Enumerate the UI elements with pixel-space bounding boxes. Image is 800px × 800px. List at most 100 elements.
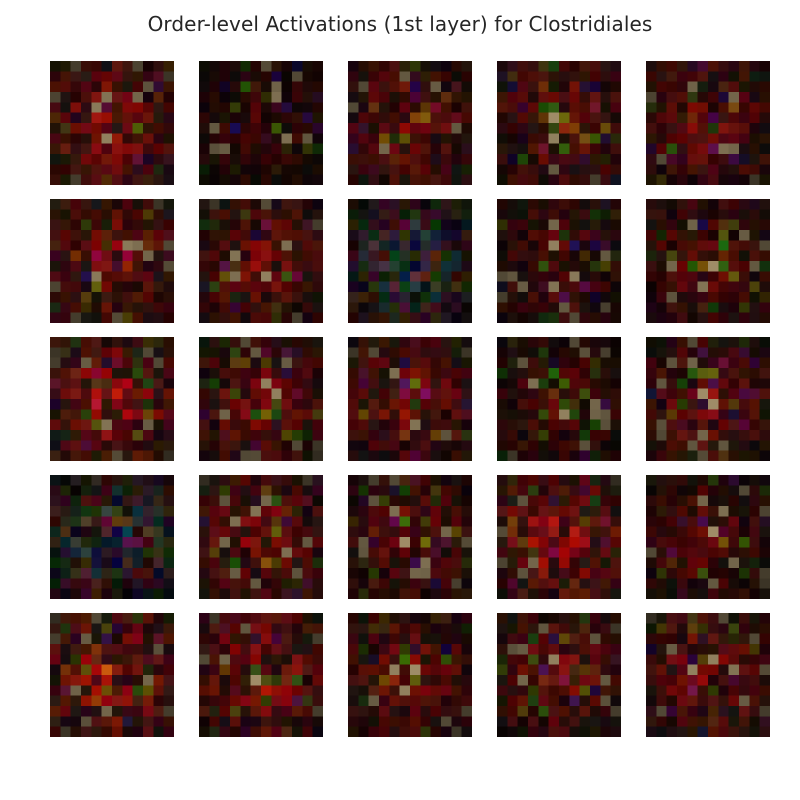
activation-cell [389, 726, 400, 737]
activation-cell [271, 209, 282, 220]
activation-cell [230, 357, 241, 369]
activation-cell [312, 685, 323, 696]
activation-cell [399, 133, 411, 144]
activation-cell [600, 409, 611, 420]
activation-cell [600, 61, 611, 72]
activation-cell [461, 281, 472, 293]
activation-cell [528, 271, 539, 282]
activation-cell [697, 716, 709, 727]
activation-cell [143, 250, 154, 262]
activation-cell [677, 430, 688, 441]
activation-cell [579, 644, 591, 655]
activation-cell [697, 143, 709, 155]
activation-cell [112, 271, 123, 282]
activation-cell [368, 485, 380, 496]
activation-cell [219, 644, 231, 655]
activation-cell [271, 568, 282, 579]
activation-cell [497, 644, 508, 655]
activation-cell [507, 419, 518, 431]
activation-cell [430, 516, 442, 527]
activation-cell [50, 154, 61, 165]
activation-cell [50, 613, 61, 624]
activation-cell [569, 516, 580, 527]
activation-cell [739, 164, 750, 175]
activation-cell [209, 537, 220, 548]
activation-cell [697, 588, 709, 599]
activation-cell [441, 568, 452, 579]
activation-cell [91, 357, 102, 369]
activation-cell [728, 92, 740, 103]
activation-cell [739, 357, 750, 369]
activation-cell [101, 557, 113, 569]
activation-cell [646, 664, 657, 676]
activation-cell [153, 613, 164, 624]
activation-cell [646, 337, 657, 348]
activation-cell [163, 71, 174, 82]
activation-cell [656, 102, 667, 113]
activation-cell [199, 347, 210, 358]
activation-cell [559, 388, 570, 400]
activation-cell [240, 302, 251, 313]
activation-cell [132, 250, 144, 262]
activation-cell [60, 209, 71, 220]
activation-cell [389, 706, 400, 717]
activation-cell [250, 133, 262, 144]
activation-cell [60, 644, 71, 655]
activation-cell [559, 261, 570, 272]
activation-cell [451, 526, 462, 538]
activation-cell [101, 357, 113, 369]
activation-cell [728, 644, 740, 655]
activation-cell [497, 623, 508, 634]
activation-cell [590, 368, 601, 379]
activation-cell [739, 199, 750, 210]
activation-cell [271, 174, 282, 185]
activation-cell [91, 81, 102, 93]
activation-cell [230, 475, 241, 486]
activation-cell [91, 337, 102, 348]
activation-cell [271, 664, 282, 676]
activation-cell [153, 250, 164, 262]
activation-cell [538, 557, 549, 569]
activation-cell [358, 81, 369, 93]
activation-cell [718, 174, 729, 185]
activation-cell [143, 675, 154, 686]
activation-cell [368, 430, 380, 441]
activation-cell [579, 675, 591, 686]
activation-heatmap [199, 475, 323, 599]
activation-cell [590, 623, 601, 634]
activation-cell [451, 706, 462, 717]
activation-cell [261, 409, 272, 420]
activation-cell [91, 388, 102, 400]
activation-cell [666, 102, 678, 113]
activation-cell [538, 337, 549, 348]
activation-cell [666, 419, 678, 431]
activation-cell [600, 292, 611, 303]
activation-cell [81, 526, 92, 538]
activation-cell [292, 547, 303, 558]
activation-cell [739, 450, 750, 461]
activation-cell [600, 664, 611, 676]
activation-cell [143, 506, 154, 517]
activation-cell [410, 347, 421, 358]
activation-cell [70, 506, 82, 517]
activation-cell [420, 516, 431, 527]
activation-cell [497, 199, 508, 210]
activation-cell [610, 357, 621, 369]
activation-cell [590, 685, 601, 696]
activation-cell [358, 568, 369, 579]
activation-cell [579, 123, 591, 134]
activation-cell [132, 578, 144, 589]
activation-cell [708, 388, 719, 400]
activation-cell [677, 440, 688, 451]
activation-cell [687, 61, 698, 72]
activation-cell [677, 71, 688, 82]
activation-cell [656, 516, 667, 527]
activation-cell [559, 516, 570, 527]
activation-cell [497, 368, 508, 379]
activation-cell [451, 312, 462, 323]
activation-cell [610, 685, 621, 696]
activation-cell [240, 337, 251, 348]
activation-cell [728, 271, 740, 282]
activation-cell [759, 399, 770, 410]
activation-cell [60, 588, 71, 599]
